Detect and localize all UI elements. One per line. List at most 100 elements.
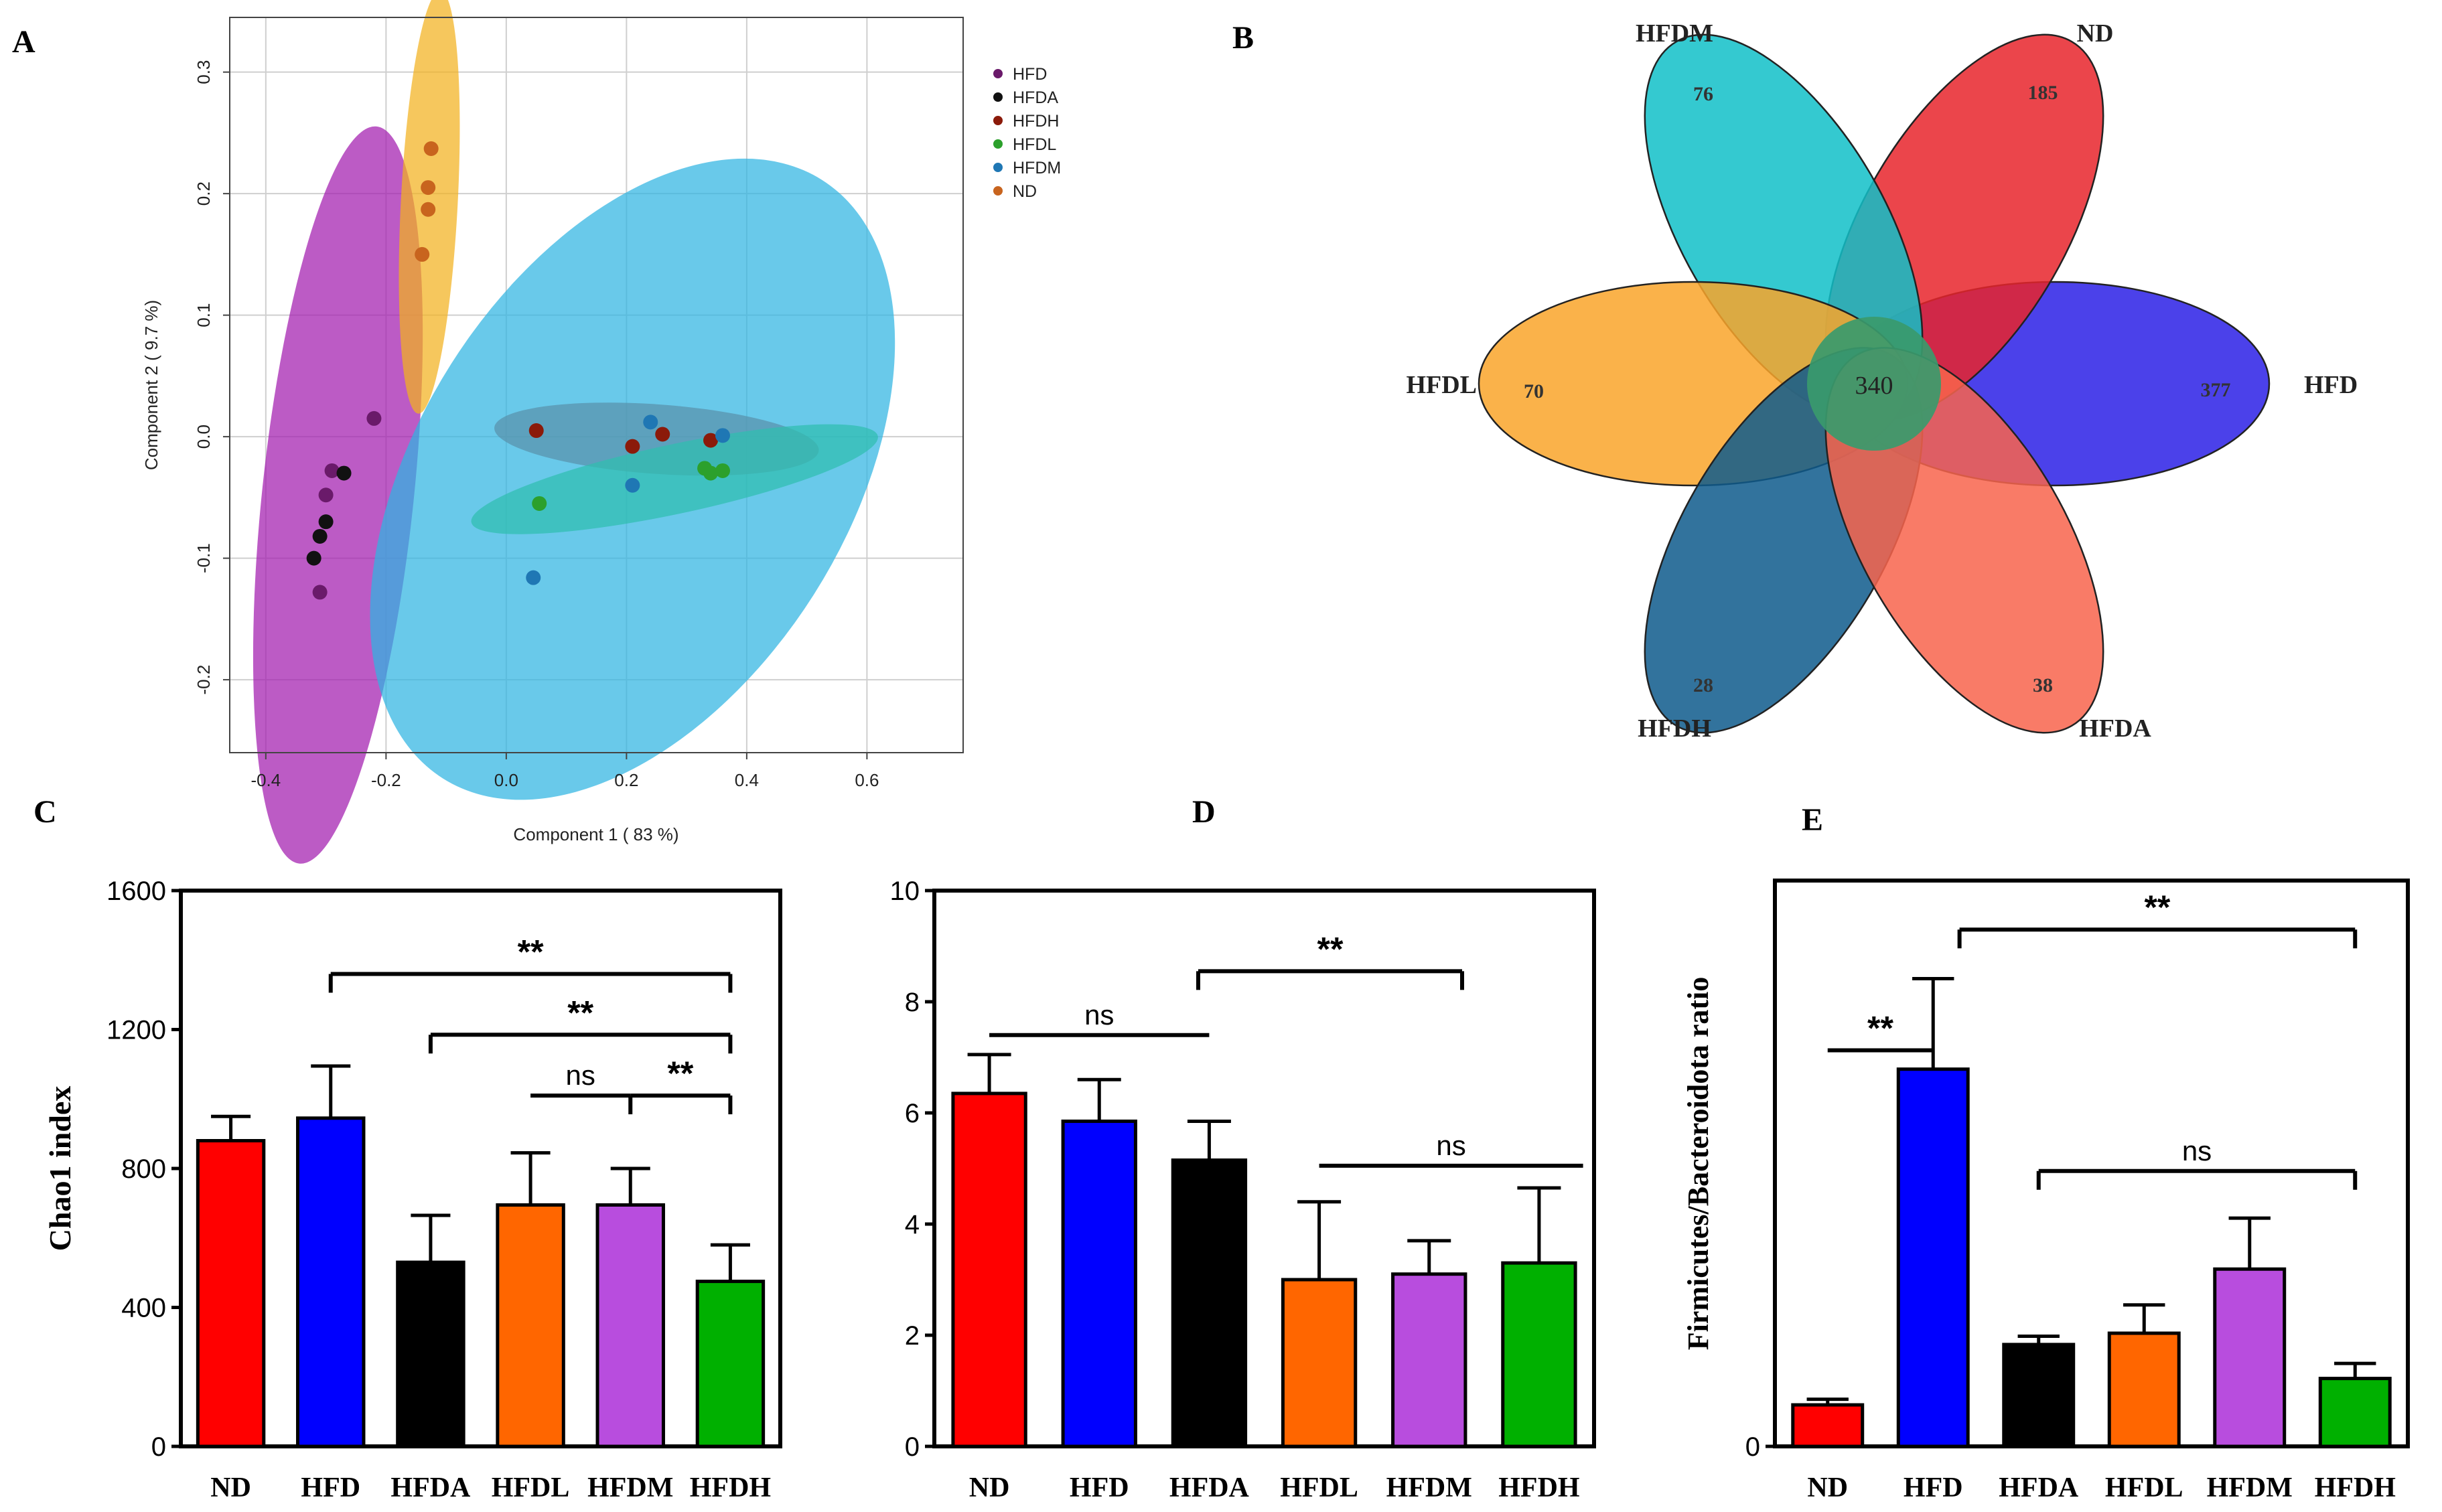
pca-x-tick-label: -0.2 (371, 770, 401, 790)
significance-label: ns (1436, 1130, 1465, 1161)
bar-y-tick-label: 6 (905, 1099, 920, 1128)
bar-category-label: ND (1807, 1472, 1848, 1503)
diversity-bar-chart: 0 2 4 6 8 10 ND HFD HFDA HFDL HFDM HFDH ns ** ns (890, 877, 1596, 1503)
pca-point-hfda (306, 550, 321, 566)
pca-point-hfd (366, 410, 382, 426)
venn-petal-value: 28 (1693, 674, 1713, 696)
pca-y-tick-label: -0.2 (194, 665, 214, 695)
bar-hfdl (496, 1203, 565, 1448)
bar-y-tick-label: 1200 (106, 1016, 166, 1045)
venn-petal-value: 38 (2033, 674, 2053, 696)
bar-category-label: HFDM (587, 1472, 673, 1503)
bar-nd (951, 1091, 1027, 1448)
bar-category-label: HFD (301, 1472, 360, 1503)
bar-category-label: HFDH (690, 1472, 771, 1503)
pca-y-tick-label: 0.3 (194, 60, 214, 84)
pca-y-tick-label: 0.1 (194, 303, 214, 327)
pca-chart: -0.4 -0.2 0.0 0.2 0.4 0.6 -0.2 -0.1 0.0 0.1 0.2 0.… (141, 0, 1061, 864)
venn-petal-value: 76 (1693, 83, 1713, 105)
bar-category-label: ND (969, 1472, 1010, 1503)
significance-label: ns (2182, 1135, 2212, 1166)
bar-y-axis-title: Chao1 index (43, 1086, 77, 1252)
bar-category-label: HFDL (2105, 1472, 2183, 1503)
bar-category-label: HFDM (2207, 1472, 2293, 1503)
venn-set-name: HFDH (1638, 714, 1711, 743)
significance-label: ** (2144, 889, 2170, 926)
pca-legend-marker (993, 69, 1003, 78)
pca-legend-label: HFDL (1013, 135, 1056, 154)
venn-petal-value: 70 (1524, 380, 1544, 402)
bar-hfdh (695, 1280, 766, 1448)
bar-hfda (396, 1260, 465, 1448)
venn-set-name: HFDM (1636, 19, 1713, 48)
bar-category-label: HFDM (1386, 1472, 1472, 1503)
bar-y-tick-label: 2 (905, 1321, 920, 1351)
pca-legend-label: HFDA (1013, 88, 1058, 107)
bar-hfdh (1501, 1261, 1577, 1448)
bar-nd (196, 1139, 266, 1448)
pca-y-axis-title: Component 2 ( 9.7 %) (141, 300, 161, 470)
pca-x-tick-label: -0.4 (250, 770, 281, 790)
venn-core-value: 340 (1855, 372, 1893, 400)
pca-legend-marker (993, 139, 1003, 149)
pca-legend-marker (993, 116, 1003, 125)
bar-category-label: HFDL (492, 1472, 570, 1503)
significance-label: ns (565, 1059, 595, 1091)
pca-point-hfdh (528, 423, 544, 439)
pca-point-hfdl (532, 496, 547, 511)
pca-legend-marker (993, 92, 1003, 102)
venn-petal-value: 377 (2201, 379, 2231, 401)
bar-category-label: HFDA (1999, 1472, 2079, 1503)
pca-y-tick-label: 0.0 (194, 425, 214, 449)
pca-ellipse-nd (399, 0, 460, 414)
firmicutes-ratio-bar-chart: 0 ND HFD HFDA HFDL HFDM HFDH ** ** ns Firmicutes/B… (1682, 879, 2410, 1503)
venn-set-name: HFDL (1406, 371, 1477, 399)
significance-label: ** (567, 994, 593, 1031)
pca-plot-frame (229, 17, 964, 753)
pca-legend: HFD HFDA HFDH HFDL HFDM ND (993, 65, 1061, 201)
bar-hfd (1896, 1067, 1970, 1448)
bar-category-label: HFD (1070, 1472, 1129, 1503)
bar-hfda (1171, 1158, 1248, 1448)
pca-y-tick-label: -0.1 (194, 543, 214, 573)
bar-hfdl (1281, 1278, 1358, 1448)
pca-legend-label: HFDM (1013, 159, 1061, 177)
bar-category-label: HFDH (1498, 1472, 1579, 1503)
pca-legend-marker (993, 186, 1003, 196)
bar-hfdm (1391, 1272, 1467, 1448)
pca-point-nd (423, 141, 439, 157)
pca-x-tick-label: 0.4 (735, 770, 759, 790)
pca-point-hfdl (715, 463, 730, 478)
panel-letter-a: A (12, 24, 35, 60)
pca-point-hfdh (703, 433, 719, 448)
pca-point-hfda (336, 465, 352, 481)
bar-plot-frame (932, 889, 1596, 1448)
venn-flower: 340 HFD 377 ND 185 HFDM 76 HFDL 70 HFDH 28 HFDA 38 (1406, 19, 2358, 743)
pca-y-tick-label: 0.2 (194, 181, 214, 206)
pca-point-hfdm (715, 428, 730, 443)
significance-label: ** (1317, 930, 1344, 968)
pca-point-hfdm (643, 414, 658, 430)
bar-y-tick-label: 10 (890, 877, 920, 906)
bar-hfdm (595, 1203, 665, 1448)
pca-legend-label: ND (1013, 182, 1037, 201)
bar-category-label: HFDA (1169, 1472, 1250, 1503)
venn-petal-value: 185 (2028, 82, 2058, 104)
pca-point-hfd (324, 463, 340, 478)
significance-label: ns (1084, 999, 1114, 1031)
pca-point-hfdh (655, 427, 670, 442)
bar-hfda (2002, 1343, 2076, 1448)
pca-points (306, 141, 730, 600)
bar-category-label: HFDA (390, 1472, 471, 1503)
bar-category-label: HFDL (1280, 1472, 1358, 1503)
pca-point-hfda (312, 528, 328, 544)
pca-point-nd (421, 202, 436, 217)
pca-x-tick-label: 0.0 (494, 770, 518, 790)
pca-point-hfdm (526, 570, 541, 585)
bar-y-tick-label: 0 (905, 1432, 920, 1462)
pca-point-hfd (318, 487, 334, 503)
pca-x-axis: -0.4 -0.2 0.0 0.2 0.4 0.6 (250, 753, 879, 790)
panel-letter-e: E (1802, 802, 1823, 838)
bar-category-label: HFDH (2315, 1472, 2396, 1503)
